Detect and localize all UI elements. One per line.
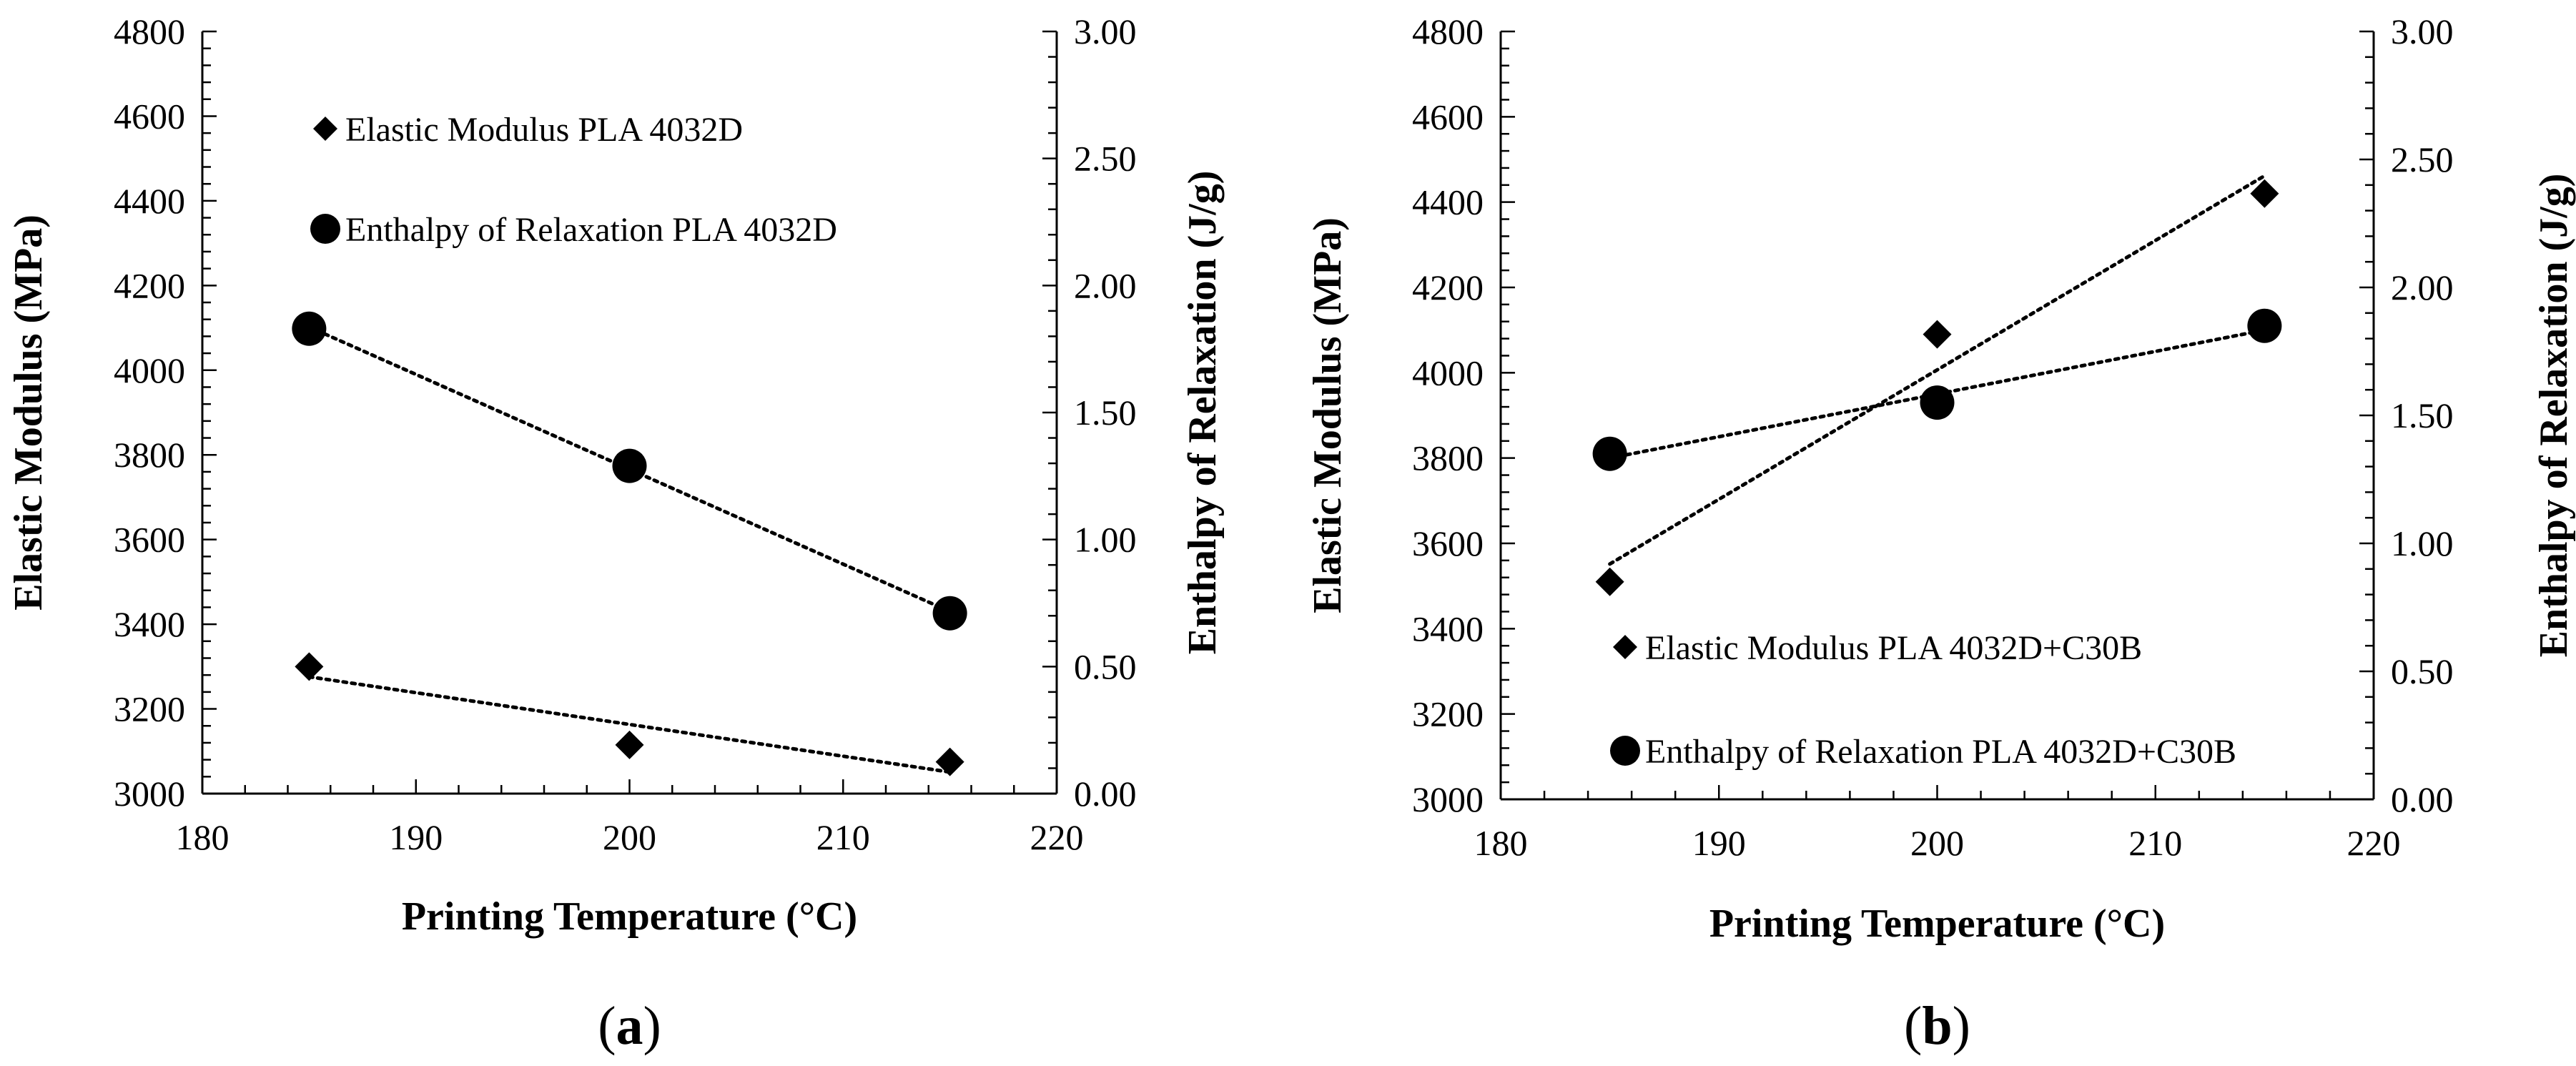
chart-panel-a: 180 190 200 210 220 3000 3200 3400 3600 3800 4000 4… (6, 11, 1225, 1056)
y-tick-label: 4200 (1412, 267, 1484, 307)
y2-tick-label: 0.50 (1074, 646, 1137, 686)
data-point-circle (1592, 436, 1627, 471)
y-axis-title: Elastic Modulus (MPa) (1306, 217, 1350, 613)
x-tick-label: 210 (2128, 823, 2182, 863)
y-tick-label: 4800 (1412, 11, 1484, 51)
y2-tick-label: 0.00 (2391, 779, 2454, 819)
y2-tick-label: 2.50 (2391, 139, 2454, 179)
data-point-diamond (2250, 179, 2279, 208)
legend-marker-circle (1610, 736, 1640, 766)
data-point-circle (612, 448, 647, 483)
chart-panel-b: 180 190 200 210 220 3000 3200 3400 3600 3800 4000 4… (1306, 11, 2576, 1056)
legend-label: Elastic Modulus PLA 4032D+C30B (1645, 629, 2142, 667)
y-tick-label: 3400 (1412, 608, 1484, 648)
y-tick-label: 3600 (1412, 523, 1484, 563)
y-tick-label: 3000 (114, 774, 185, 814)
x-tick-label: 180 (176, 817, 230, 857)
y2-tick-label: 1.00 (1074, 520, 1137, 560)
y-tick-label: 4400 (1412, 182, 1484, 222)
y-tick-label: 4200 (114, 265, 185, 305)
y2-tick-label: 1.50 (2391, 395, 2454, 435)
y-axis-title: Elastic Modulus (MPa) (6, 214, 51, 611)
y2-tick-label: 2.50 (1074, 139, 1137, 179)
y2-tick-label: 2.00 (2391, 267, 2454, 307)
y-tick-label: 4000 (114, 350, 185, 390)
y-tick-label: 4600 (114, 96, 185, 136)
y-tick-label: 3200 (1412, 694, 1484, 734)
data-point-diamond (295, 652, 324, 681)
y2-axis-title: Enthalpy of Relaxation (J/g) (2532, 174, 2576, 658)
x-tick-label: 220 (1030, 817, 1084, 857)
data-point-circle (1920, 385, 1955, 420)
legend-label: Enthalpy of Relaxation PLA 4032D (345, 211, 837, 249)
y2-tick-label: 2.00 (1074, 265, 1137, 305)
x-axis-title: Printing Temperature (°C) (402, 894, 857, 939)
x-tick-label: 210 (816, 817, 870, 857)
legend-label: Enthalpy of Relaxation PLA 4032D+C30B (1645, 733, 2236, 771)
y2-tick-label: 1.50 (1074, 393, 1137, 433)
legend-label: Elastic Modulus PLA 4032D (345, 111, 743, 149)
y2-axis-title: Enthalpy of Relaxation (J/g) (1180, 171, 1225, 655)
y-tick-label: 4000 (1412, 352, 1484, 393)
y-tick-label: 3200 (114, 689, 185, 729)
x-tick-label: 190 (1692, 823, 1746, 863)
x-tick-label: 190 (389, 817, 443, 857)
y2-tick-label: 3.00 (2391, 11, 2454, 51)
x-tick-label: 200 (1910, 823, 1964, 863)
x-tick-label: 220 (2347, 823, 2401, 863)
y-tick-label: 3800 (114, 435, 185, 475)
y-tick-label: 3600 (114, 520, 185, 560)
panel-label: (b) (1904, 996, 1970, 1056)
legend-marker-circle (310, 214, 340, 244)
data-point-circle (2247, 308, 2282, 343)
y-tick-label: 4800 (114, 11, 185, 51)
data-point-circle (932, 596, 967, 631)
panel-label: (a) (598, 996, 661, 1056)
x-tick-label: 200 (603, 817, 656, 857)
data-point-diamond (615, 730, 644, 759)
y2-tick-label: 0.00 (1074, 774, 1137, 814)
data-point-diamond (1923, 320, 1952, 349)
x-tick-label: 180 (1474, 823, 1528, 863)
data-point-diamond (935, 747, 964, 776)
data-point-diamond (1595, 567, 1624, 596)
y-tick-label: 4400 (114, 181, 185, 221)
y-tick-label: 4600 (1412, 97, 1484, 137)
data-point-circle (292, 311, 327, 346)
y-tick-label: 3800 (1412, 438, 1484, 478)
trendline-diamond (1608, 174, 2266, 566)
y2-tick-label: 1.00 (2391, 523, 2454, 563)
legend-marker-diamond (313, 117, 337, 141)
y2-tick-label: 3.00 (1074, 11, 1137, 51)
y-tick-label: 3400 (114, 604, 185, 644)
y2-tick-label: 0.50 (2391, 651, 2454, 691)
legend-marker-diamond (1613, 635, 1637, 659)
trendline-diamond (307, 675, 952, 774)
y-tick-label: 3000 (1412, 779, 1484, 819)
x-axis-title: Printing Temperature (°C) (1709, 902, 2165, 946)
